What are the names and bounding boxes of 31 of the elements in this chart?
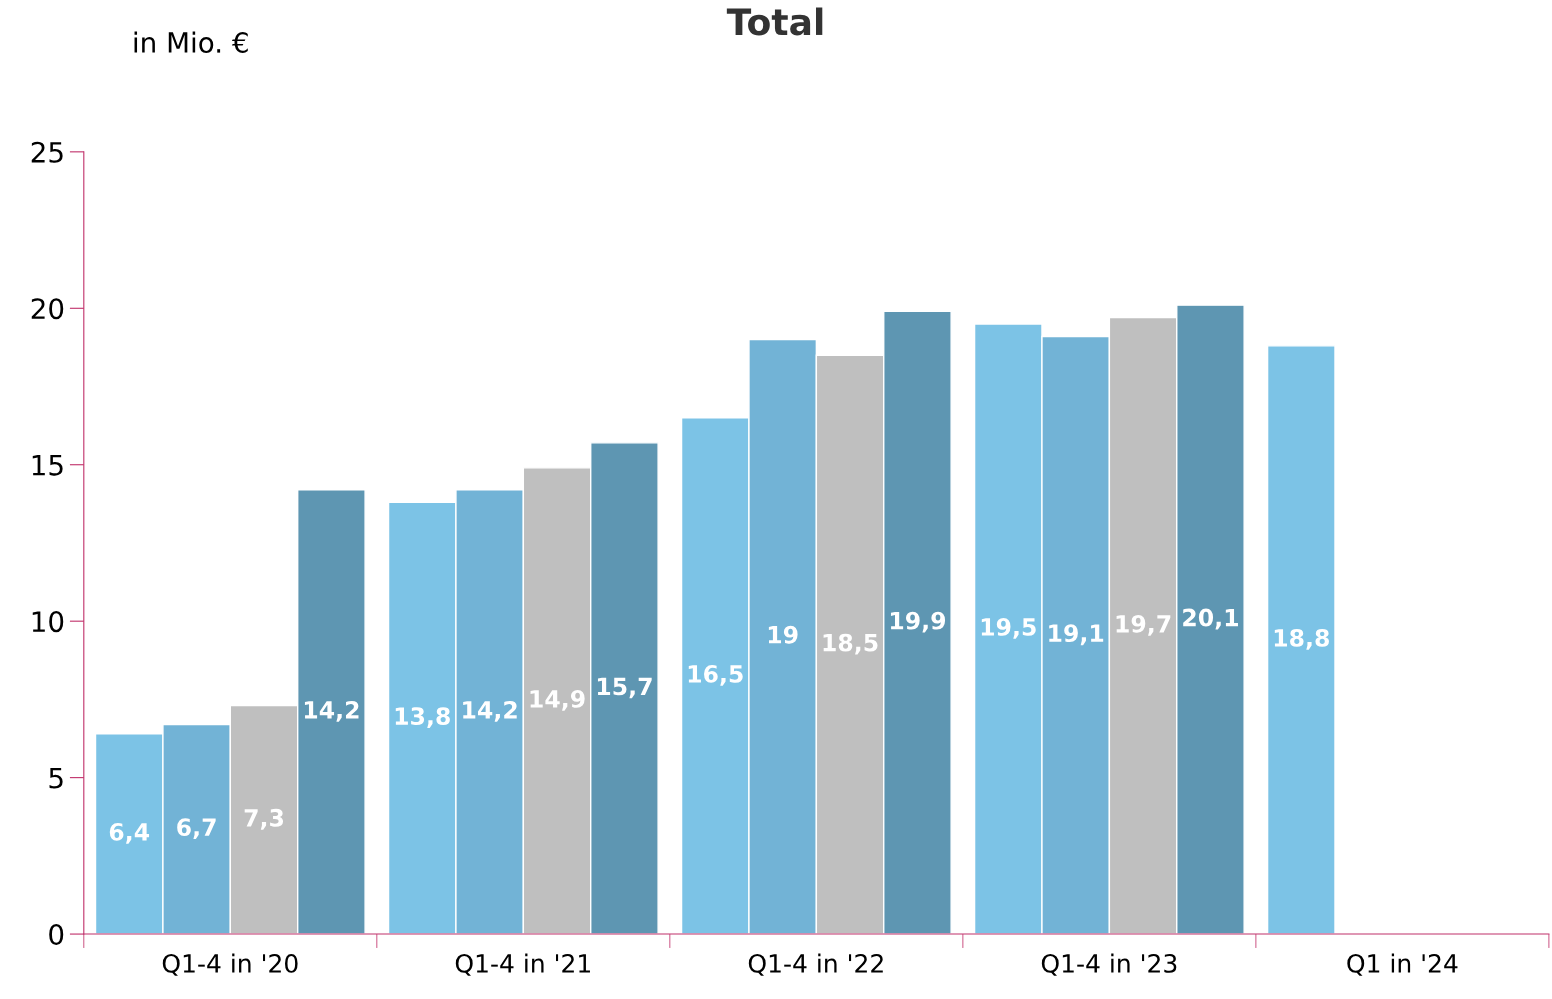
bar — [1266, 345, 1336, 935]
x-tick-label: Q1 in '24 — [1347, 953, 1458, 976]
data-label: 16,5 — [688, 664, 743, 686]
y-tick-label: 5 — [49, 767, 63, 789]
x-tick-label: Q1-4 in '22 — [748, 953, 883, 976]
x-tick-label: Q1-4 in '21 — [455, 953, 590, 976]
data-label: 14,9 — [530, 689, 585, 711]
y-tick-label: 0 — [49, 924, 64, 946]
y-axis-title: in Mio. € — [134, 31, 248, 54]
data-label: 18,5 — [823, 633, 878, 655]
chart-title: Total — [726, 7, 823, 36]
data-label: 19 — [768, 625, 798, 644]
data-label: 20,1 — [1183, 608, 1238, 630]
data-label: 15,7 — [597, 677, 652, 699]
data-label: 19,7 — [1116, 614, 1171, 636]
x-tick-label: Q1-4 in '23 — [1041, 953, 1177, 976]
data-label: 14,2 — [463, 700, 517, 722]
data-label: 13,8 — [395, 707, 450, 729]
data-label: 7,3 — [244, 808, 284, 830]
x-tick-label: Q1-4 in '20 — [162, 953, 298, 976]
data-label: 19,5 — [981, 618, 1036, 639]
y-tick-label: 15 — [32, 455, 63, 476]
y-tick-label: 20 — [31, 298, 64, 320]
y-tick-label: 25 — [31, 141, 63, 163]
data-label: 18,8 — [1274, 628, 1329, 650]
data-label: 6,4 — [109, 822, 150, 844]
y-tick-label: 10 — [32, 611, 64, 633]
data-label: 19,1 — [1049, 624, 1104, 646]
data-label: 6,7 — [177, 818, 216, 840]
data-label: 19,9 — [890, 611, 946, 633]
data-label: 14,2 — [304, 700, 359, 722]
